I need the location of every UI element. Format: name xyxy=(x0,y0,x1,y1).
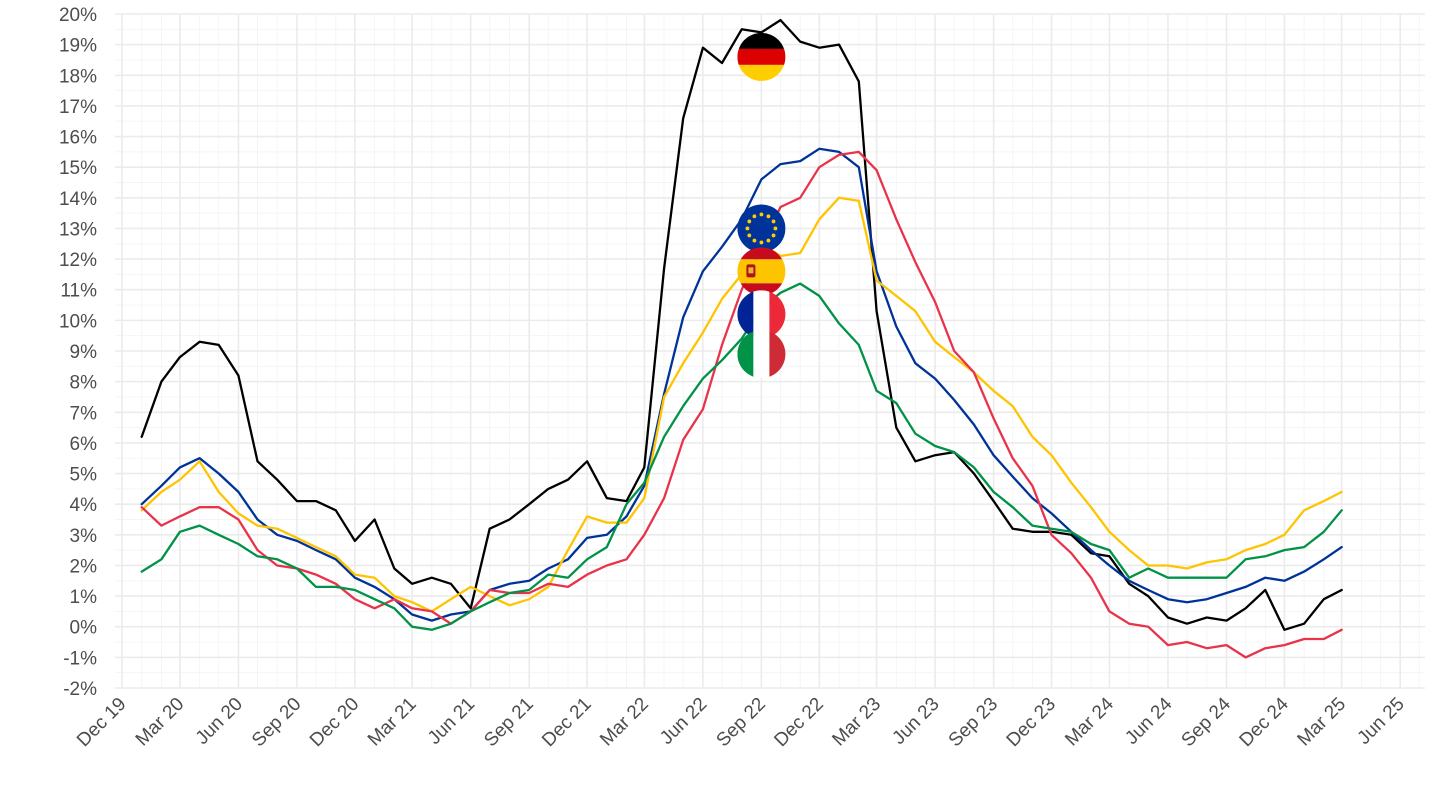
y-tick-label: -2% xyxy=(63,679,97,700)
y-tick-label: 0% xyxy=(70,618,98,639)
x-tick-label: Jun 22 xyxy=(656,694,711,749)
y-tick-label: 14% xyxy=(59,189,97,210)
x-tick-label: Dec 20 xyxy=(306,694,363,751)
x-tick-label: Sep 23 xyxy=(945,694,1002,751)
y-tick-label: 20% xyxy=(59,5,97,26)
y-tick-label: 7% xyxy=(70,403,98,424)
x-tick-label: Mar 22 xyxy=(596,694,653,751)
x-tick-label: Dec 19 xyxy=(73,694,130,751)
germany-flag-icon xyxy=(737,32,786,81)
x-tick-label: Sep 21 xyxy=(480,694,537,751)
x-tick-label: Dec 23 xyxy=(1003,694,1060,751)
x-tick-label: Jun 24 xyxy=(1121,693,1176,748)
y-tick-label: 17% xyxy=(59,97,97,118)
y-tick-label: 9% xyxy=(70,342,98,363)
x-tick-label: Mar 24 xyxy=(1061,693,1118,750)
italy-flag-icon xyxy=(737,330,786,379)
x-tick-label: Sep 20 xyxy=(248,694,305,751)
x-tick-label: Mar 23 xyxy=(828,694,885,751)
eu-flag-icon xyxy=(737,204,786,253)
x-tick-label: Jun 20 xyxy=(192,694,247,749)
y-tick-label: 4% xyxy=(70,495,98,516)
y-tick-label: 15% xyxy=(59,158,97,179)
y-tick-label: 8% xyxy=(70,373,98,394)
y-tick-label: -1% xyxy=(63,648,97,669)
y-tick-label: 19% xyxy=(59,36,97,57)
x-tick-label: Mar 25 xyxy=(1294,694,1351,751)
x-tick-label: Sep 24 xyxy=(1178,693,1236,751)
x-tick-label: Dec 22 xyxy=(770,694,827,751)
x-tick-label: Jun 21 xyxy=(424,694,479,749)
y-tick-label: 5% xyxy=(70,465,98,486)
y-tick-label: 10% xyxy=(59,311,97,332)
y-tick-label: 6% xyxy=(70,434,98,455)
x-tick-label: Dec 21 xyxy=(538,694,595,751)
x-tick-label: Sep 22 xyxy=(713,694,770,751)
x-tick-label: Dec 24 xyxy=(1236,693,1294,751)
y-tick-label: 2% xyxy=(70,556,98,577)
france-flag-icon xyxy=(737,290,786,339)
flag-markers xyxy=(737,32,786,379)
x-tick-label: Jun 23 xyxy=(888,694,943,749)
y-axis: -2% -1% 0% 1% 2% 3% 4% 5% 6% 7% 8% 9% 10% 11% 12% 13% 14… xyxy=(59,5,97,700)
y-tick-label: 18% xyxy=(59,66,97,87)
series-line-italy xyxy=(140,282,1343,631)
y-tick-label: 3% xyxy=(70,526,98,547)
y-tick-label: 13% xyxy=(59,219,97,240)
x-tick-label: Jun 25 xyxy=(1354,694,1409,749)
x-axis: Dec 19 Mar 20 Jun 20 Sep 20 Dec 20 Mar 21 Jun … xyxy=(73,693,1409,751)
y-tick-label: 16% xyxy=(59,128,97,149)
series-line-germany xyxy=(140,18,1343,631)
x-tick-label: Mar 20 xyxy=(132,694,189,751)
y-tick-label: 1% xyxy=(70,587,98,608)
x-tick-label: Mar 21 xyxy=(364,694,421,751)
y-tick-label: 11% xyxy=(60,281,97,302)
y-tick-label: 12% xyxy=(59,250,97,271)
